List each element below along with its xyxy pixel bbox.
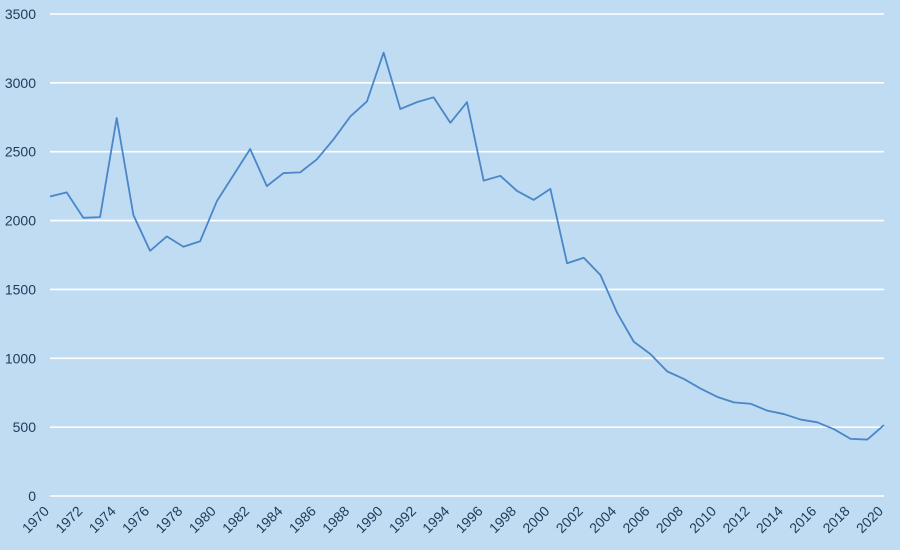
x-tick-label: 2006 — [619, 503, 652, 536]
x-tick-label: 1978 — [152, 503, 185, 536]
x-tick-label: 2014 — [753, 503, 786, 536]
series-layer — [50, 53, 884, 440]
x-tick-label: 1988 — [319, 503, 352, 536]
y-tick-label: 3500 — [5, 6, 36, 22]
x-tick-label: 2008 — [653, 503, 686, 536]
x-tick-label: 1980 — [186, 503, 219, 536]
x-tick-label: 1992 — [386, 503, 419, 536]
x-tick-label: 1994 — [419, 503, 452, 536]
x-tick-label: 1982 — [219, 503, 252, 536]
y-tick-label: 1500 — [5, 281, 36, 297]
x-tick-label: 1970 — [19, 503, 52, 536]
gridlines — [50, 14, 884, 496]
x-tick-label: 2020 — [853, 503, 886, 536]
y-tick-label: 2500 — [5, 144, 36, 160]
x-tick-label: 2004 — [586, 503, 619, 536]
y-tick-label: 2000 — [5, 213, 36, 229]
y-tick-label: 1000 — [5, 350, 36, 366]
x-tick-label: 1998 — [486, 503, 519, 536]
x-tick-label: 1986 — [286, 503, 319, 536]
x-tick-label: 2018 — [819, 503, 852, 536]
x-tick-label: 2002 — [553, 503, 586, 536]
y-tick-label: 3000 — [5, 75, 36, 91]
y-axis-tick-labels: 0 500 1000 1500 2000 2500 3000 3500 — [5, 6, 36, 504]
series-line-0 — [50, 53, 884, 440]
x-tick-label: 1984 — [252, 503, 285, 536]
x-tick-label: 2010 — [686, 503, 719, 536]
x-tick-label: 1976 — [119, 503, 152, 536]
x-tick-label: 1974 — [85, 503, 118, 536]
x-tick-label: 1972 — [52, 503, 85, 536]
x-tick-label: 2016 — [786, 503, 819, 536]
x-tick-label: 1996 — [452, 503, 485, 536]
y-tick-label: 500 — [13, 419, 37, 435]
y-tick-label: 0 — [28, 488, 36, 504]
x-tick-label: 2000 — [519, 503, 552, 536]
x-tick-label: 1990 — [352, 503, 385, 536]
x-tick-label: 2012 — [719, 503, 752, 536]
